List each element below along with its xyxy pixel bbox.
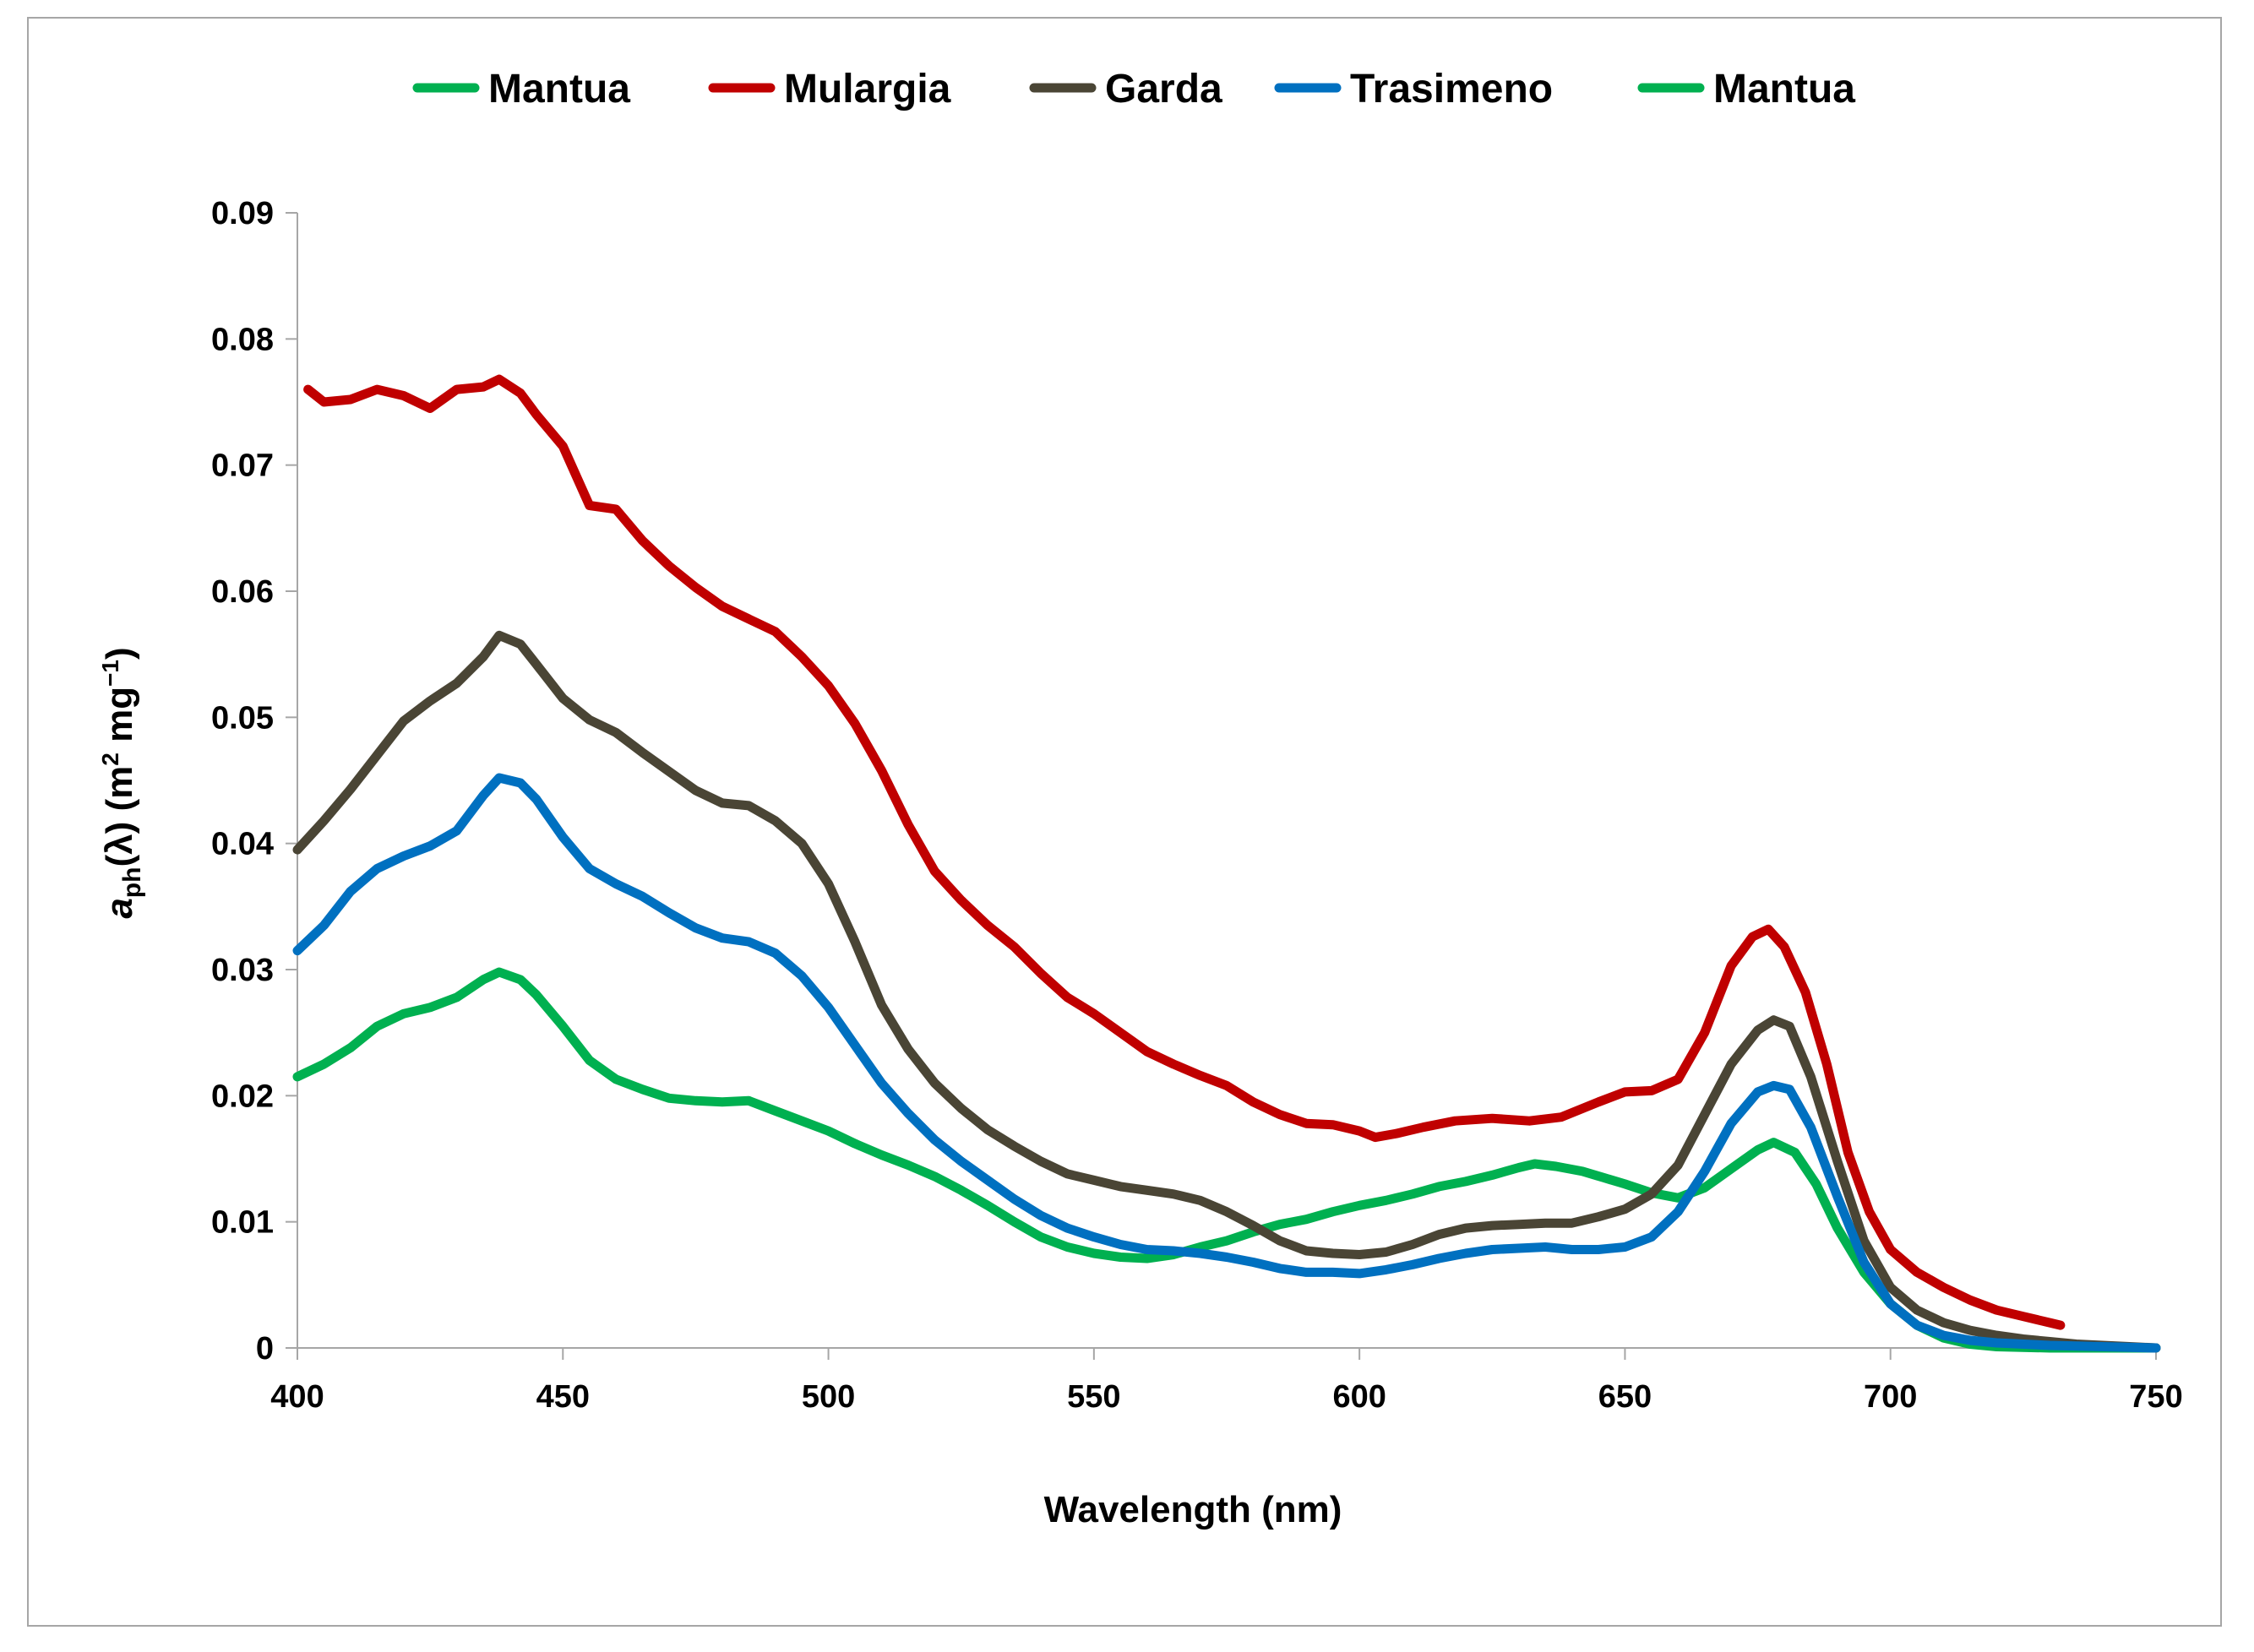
x-tick-label: 600 xyxy=(1332,1379,1386,1415)
series-line-garda xyxy=(292,630,2161,1353)
x-axis-title: Wavelength (nm) xyxy=(1044,1489,1342,1530)
series-layer xyxy=(292,374,2161,1353)
series-line-trasimeno xyxy=(292,773,2161,1353)
y-axis-title: aph(λ) (m2 mg−1) xyxy=(97,647,146,918)
y-axis-argument: (λ) xyxy=(99,822,140,867)
x-tick-label: 550 xyxy=(1067,1379,1120,1415)
series-line-mulargia xyxy=(303,374,2066,1330)
chart-svg: Mantua Mulargia Garda Trasimeno Mantua 0 0.01… xyxy=(97,67,2183,1530)
y-tick-label: 0.08 xyxy=(211,322,274,357)
y-tick-label: 0.09 xyxy=(211,196,274,231)
legend-label-trasimeno: Trasimeno xyxy=(1350,67,1553,111)
y-tick-label: 0.05 xyxy=(211,700,274,736)
legend: Mantua Mulargia Garda Trasimeno Mantua xyxy=(412,67,1855,111)
x-tick-label: 750 xyxy=(2129,1379,2182,1415)
x-tick-label: 450 xyxy=(536,1379,590,1415)
y-axis-units-sup2: −1 xyxy=(97,660,123,687)
y-axis-units-mid: mg xyxy=(99,687,140,753)
y-axis-symbol: a xyxy=(99,898,140,918)
y-tick-label: 0 xyxy=(256,1331,274,1367)
y-tick-label: 0.06 xyxy=(211,574,274,610)
y-tick-label: 0.02 xyxy=(211,1079,274,1114)
legend-label-mantua: Mantua xyxy=(1713,67,1855,111)
x-tick-label: 500 xyxy=(802,1379,855,1415)
legend-label-mulargia: Mulargia xyxy=(784,67,951,111)
legend-label-garda: Garda xyxy=(1105,67,1222,111)
legend-label-mantua: Mantua xyxy=(488,67,630,111)
y-axis-units-sup1: 2 xyxy=(97,753,123,766)
y-axis-units-suffix: ) xyxy=(99,647,140,660)
y-tick-label: 0.04 xyxy=(211,827,274,862)
y-axis-units-prefix: (m xyxy=(99,766,140,812)
y-tick-label: 0.03 xyxy=(211,953,274,988)
y-axis-subscript: ph xyxy=(118,867,146,899)
series-line-mantua xyxy=(292,967,2161,1353)
x-tick-label: 700 xyxy=(1864,1379,1917,1415)
chart-frame: Mantua Mulargia Garda Trasimeno Mantua 0 0.01… xyxy=(27,17,2222,1627)
x-tick-label: 400 xyxy=(270,1379,324,1415)
y-tick-label: 0.07 xyxy=(211,448,274,484)
x-tick-label: 650 xyxy=(1598,1379,1652,1415)
axes: 0 0.01 0.02 0.03 0.04 0.05 0.06 0.07 0.08 0.09 400… xyxy=(211,196,2183,1415)
y-tick-label: 0.01 xyxy=(211,1205,274,1241)
